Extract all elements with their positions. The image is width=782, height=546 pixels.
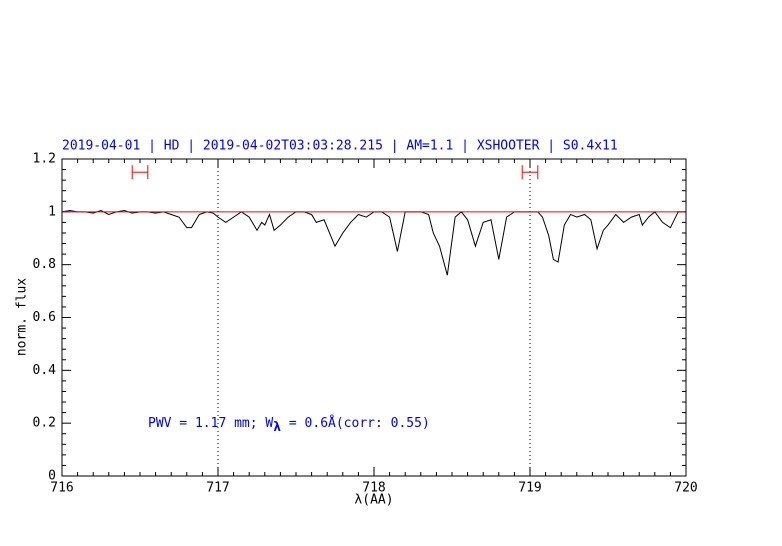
annotation: PWV = 1.17 mm; Wλ = 0.6Å(corr: 0.55) [148,415,430,435]
x-tick-label: 717 [206,481,229,496]
x-tick-label: 716 [50,481,73,496]
x-tick-label: 720 [674,481,697,496]
plot-frame [61,158,687,477]
y-tick-label: 0.4 [33,363,57,378]
x-tick-label: 718 [362,481,385,496]
annotation-subscript: λ [273,420,281,435]
y-axis-label: norm. flux [15,278,30,356]
y-tick-label: 1 [48,204,56,219]
y-tick-label: 0.8 [33,257,56,272]
y-tick-label: 0.2 [33,416,56,431]
annotation-text: PWV = 1.17 mm; W [148,416,273,431]
y-tick-label: 0 [48,469,56,484]
chart-title: 2019-04-01 | HD | 2019-04-02T03:03:28.21… [62,139,618,154]
x-tick-label: 719 [518,481,541,496]
line-series [61,209,686,276]
x-axis-label: λ(AA) [354,493,393,508]
annotation-text: = 0.6Å(corr: 0.55) [281,415,430,431]
y-tick-label: 0.6 [33,310,56,325]
range-marker [521,165,539,180]
y-tick-label: 1.2 [33,152,56,167]
range-marker [131,165,149,180]
